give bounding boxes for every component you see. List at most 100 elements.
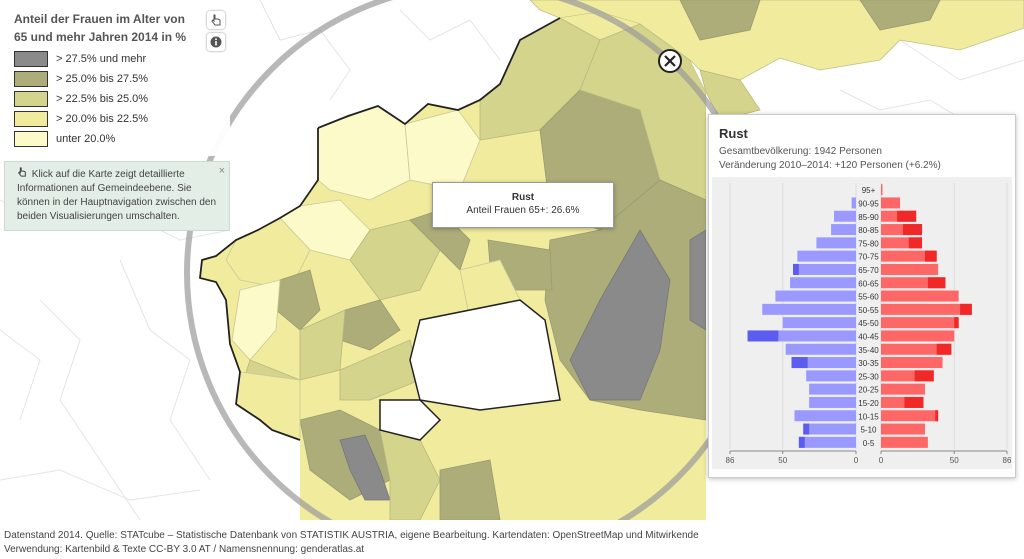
legend-label: > 27.5% und mehr <box>56 53 147 65</box>
bar-male-change <box>791 357 808 369</box>
bar-female-change <box>935 410 939 422</box>
bar-female <box>881 423 925 435</box>
legend-panel: Anteil der Frauen im Alter von 65 und me… <box>4 4 230 156</box>
bar-female <box>881 277 946 289</box>
hand-pointer-icon[interactable] <box>207 11 225 29</box>
bar-female-change <box>902 224 923 236</box>
bar-male <box>782 317 856 329</box>
info-icon[interactable] <box>207 33 225 51</box>
bar-male-change <box>747 330 779 342</box>
bar-male <box>809 383 856 395</box>
bar-male <box>775 290 856 302</box>
bar-female <box>881 290 959 302</box>
border-line <box>317 17 561 129</box>
age-group-label: 30-35 <box>858 359 879 368</box>
legend-label: > 25.0% bis 27.5% <box>56 73 149 85</box>
bar-female <box>881 237 923 249</box>
age-group-label: 10-15 <box>858 412 879 421</box>
legend-label: unter 20.0% <box>56 133 116 145</box>
age-group-label: 55-60 <box>858 293 879 302</box>
bar-male <box>816 237 856 249</box>
bar-male <box>785 343 856 355</box>
tooltip-value: Anteil Frauen 65+: 26.6% <box>466 205 580 216</box>
panel-change: Veränderung 2010–2014: +120 Personen (+6… <box>719 160 941 171</box>
hint-box: Klick auf die Karte zeigt detaillierte I… <box>4 161 230 231</box>
bar-female <box>881 317 959 329</box>
municipality-panel: Rust Gesamtbevölkerung: 1942 Personen Ve… <box>708 114 1016 478</box>
bar-male <box>851 197 856 209</box>
hint-close-button[interactable]: × <box>218 165 225 177</box>
bar-female <box>881 303 972 315</box>
footer: Datenstand 2014. Quelle: STATcube – Stat… <box>4 529 699 557</box>
map-tooltip: Rust Anteil Frauen 65+: 26.6% <box>432 182 614 228</box>
legend-item: > 20.0% bis 22.5% <box>14 110 148 128</box>
bar-male <box>834 210 856 222</box>
age-group-label: 20-25 <box>858 386 879 395</box>
x-tick-label: 86 <box>726 456 735 465</box>
bar-female <box>881 250 937 262</box>
bar-male <box>798 436 856 448</box>
bar-female <box>881 436 928 448</box>
population-pyramid-chart: 95+ 90-95 85-90 80-85 75-80 70-75 65-70 60-65 55… <box>712 177 1012 469</box>
bar-female-change <box>897 210 917 222</box>
age-group-label: 5-10 <box>860 426 877 435</box>
hand-pointer-icon <box>17 167 29 182</box>
age-group-label: 0-5 <box>863 439 875 448</box>
footer-license: Verwendung: Kartenbild & Texte CC-BY 3.0… <box>4 544 365 555</box>
age-group-label: 35-40 <box>858 346 879 355</box>
age-group-label: 50-55 <box>858 306 879 315</box>
footer-source: Datenstand 2014. Quelle: STATcube – Stat… <box>4 530 699 541</box>
bar-female-change <box>908 237 923 249</box>
bar-female-change <box>904 396 924 408</box>
age-group-label: 80-85 <box>858 226 879 235</box>
bar-male <box>803 423 856 435</box>
bar-female <box>881 396 924 408</box>
bar-male <box>809 396 856 408</box>
age-group-label: 15-20 <box>858 399 879 408</box>
bar-male <box>797 250 856 262</box>
age-group-label: 45-50 <box>858 319 879 328</box>
bar-female-change <box>914 370 934 382</box>
bar-female-change <box>960 303 972 315</box>
age-group-label: 90-95 <box>858 199 879 208</box>
bar-female <box>881 383 925 395</box>
x-tick-label: 50 <box>778 456 787 465</box>
bar-male <box>762 303 856 315</box>
age-group-label: 65-70 <box>858 266 879 275</box>
age-group-label: 60-65 <box>858 279 879 288</box>
bar-male <box>794 410 856 422</box>
lake-area-small <box>379 399 442 441</box>
legend-swatch <box>14 91 48 107</box>
legend-item: > 27.5% und mehr <box>14 50 146 68</box>
chart-background <box>712 177 1012 469</box>
bar-female-change <box>954 317 959 329</box>
bar-female-change <box>927 277 946 289</box>
bar-female <box>881 370 934 382</box>
bar-female <box>881 197 901 209</box>
legend-item: > 25.0% bis 27.5% <box>14 70 148 88</box>
lake-area <box>409 299 561 411</box>
border-line-west <box>199 128 319 441</box>
legend-label: > 20.0% bis 22.5% <box>56 113 149 125</box>
legend-swatch <box>14 111 48 127</box>
bar-male-change <box>793 263 799 275</box>
bar-male <box>793 263 856 275</box>
bar-female <box>881 184 883 196</box>
bar-female <box>881 410 939 422</box>
x-tick-label: 0 <box>879 456 884 465</box>
bar-female <box>881 357 943 369</box>
legend-swatch <box>14 51 48 67</box>
legend-label: > 22.5% bis 25.0% <box>56 93 149 105</box>
age-group-label: 70-75 <box>858 253 879 262</box>
legend-swatch <box>14 71 48 87</box>
bar-male <box>791 357 856 369</box>
bar-female <box>881 263 939 275</box>
panel-title: Rust <box>719 126 748 141</box>
x-tick-label: 86 <box>1003 456 1012 465</box>
bar-male <box>831 224 856 236</box>
close-icon[interactable] <box>658 49 682 73</box>
hint-text: Klick auf die Karte zeigt detaillierte I… <box>17 169 217 222</box>
bar-female <box>881 343 952 355</box>
legend-swatch <box>14 131 48 147</box>
bar-female <box>881 330 955 342</box>
